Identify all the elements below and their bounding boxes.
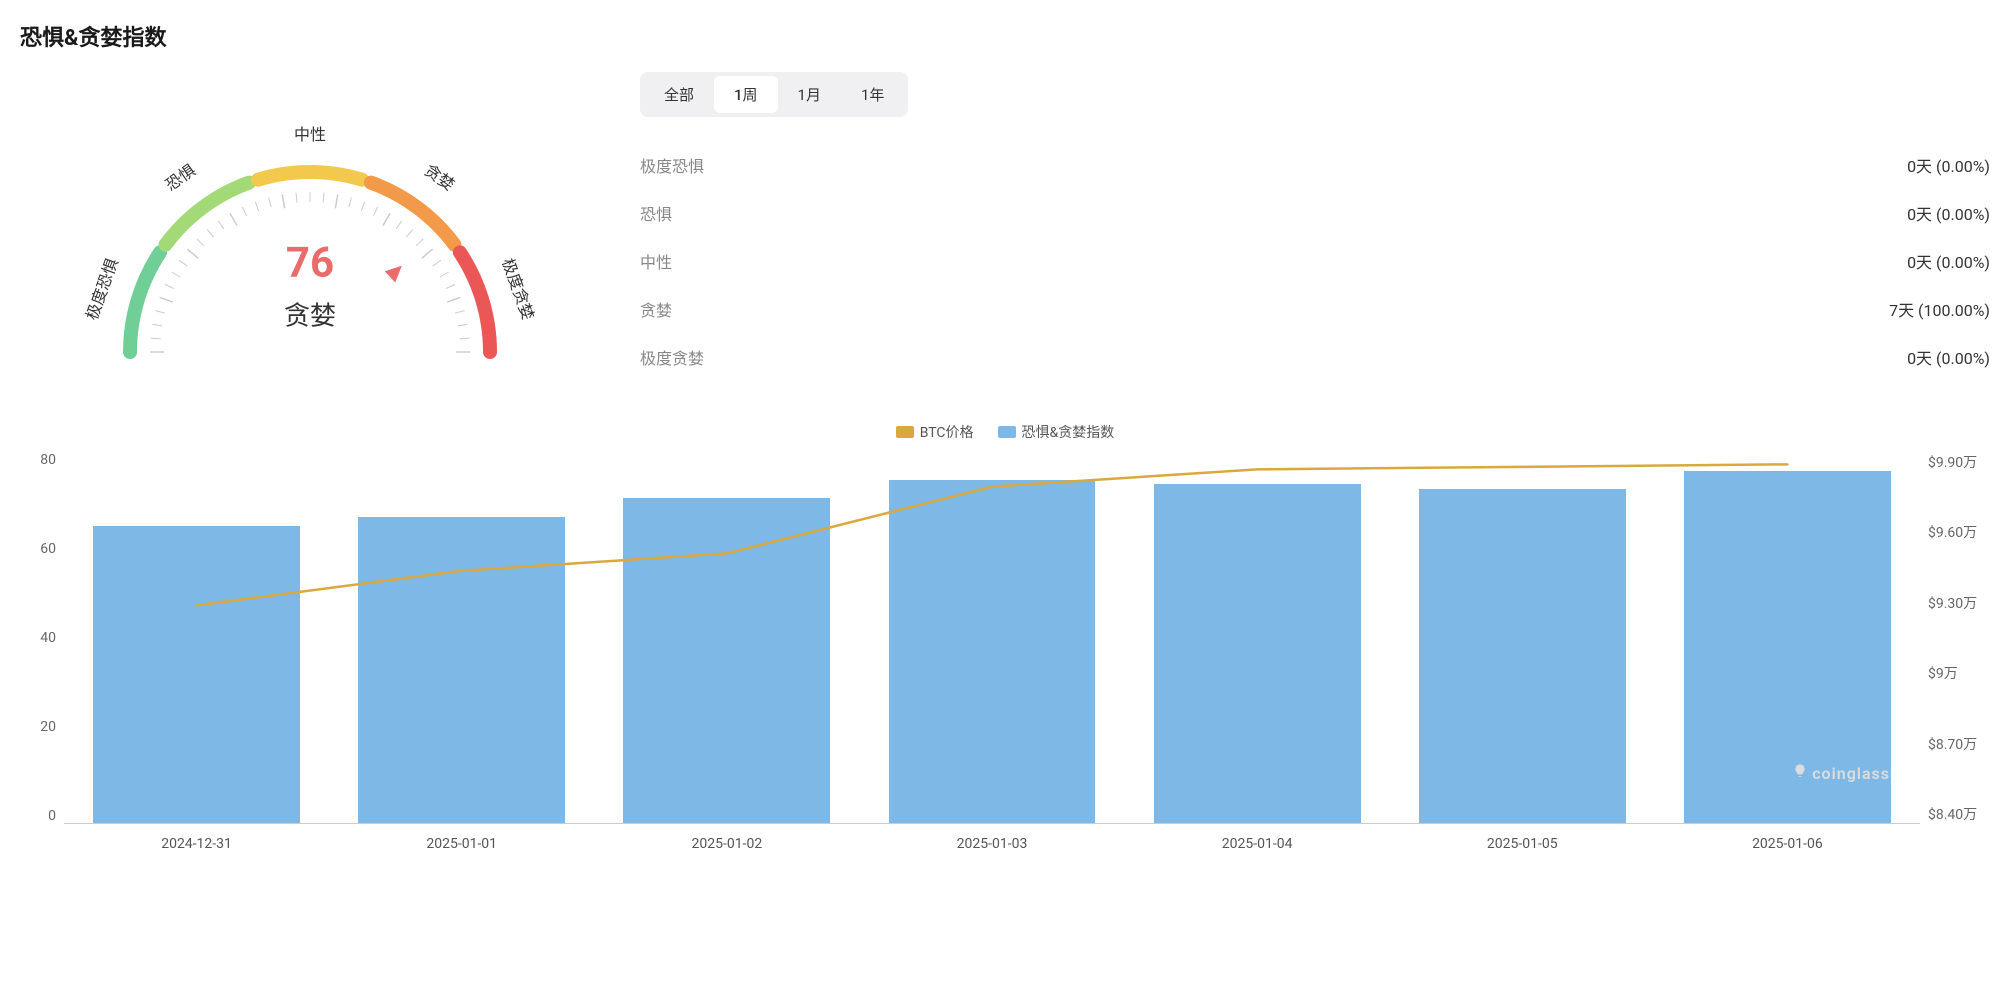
y-left-tick: 80	[20, 452, 56, 468]
bar[interactable]	[93, 526, 300, 823]
y-right-tick: $9.30万	[1928, 593, 1990, 613]
tab-1周[interactable]: 1周	[714, 76, 778, 113]
bar-slot	[64, 452, 329, 823]
svg-text:贪婪: 贪婪	[421, 161, 458, 195]
bar[interactable]	[623, 498, 830, 823]
stats-container: 全部1周1月1年 极度恐惧 0天 (0.00%) 恐惧 0天 (0.00%) 中性 0天 …	[640, 72, 1990, 392]
stat-value: 0天 (0.00%)	[1907, 201, 1990, 225]
y-right-tick: $9.90万	[1928, 452, 1990, 472]
page-title: 恐惧&贪婪指数	[20, 20, 1990, 52]
stat-row: 极度贪婪 0天 (0.00%)	[640, 333, 1990, 381]
stat-label: 贪婪	[640, 297, 672, 321]
bulb-icon	[1792, 763, 1808, 783]
bars-container	[64, 452, 1920, 823]
bar[interactable]	[1154, 484, 1361, 823]
stat-value: 7天 (100.00%)	[1889, 297, 1990, 321]
x-label: 2025-01-03	[859, 836, 1124, 852]
legend-swatch	[998, 426, 1016, 438]
y-right-tick: $8.40万	[1928, 804, 1990, 824]
y-right-tick: $8.70万	[1928, 734, 1990, 754]
bar[interactable]	[1419, 489, 1626, 823]
svg-text:极度贪婪: 极度贪婪	[498, 256, 538, 323]
gauge-value: 76	[284, 239, 336, 288]
bar-slot	[594, 452, 859, 823]
legend-item[interactable]: BTC价格	[896, 422, 974, 442]
y-axis-right: $9.90万 $9.60万 $9.30万 $9万 $8.70万 $8.40万	[1920, 452, 1990, 852]
stat-label: 恐惧	[640, 201, 672, 225]
bar-slot	[1125, 452, 1390, 823]
y-left-tick: 60	[20, 541, 56, 557]
bar-slot	[1390, 452, 1655, 823]
tab-1年[interactable]: 1年	[841, 76, 904, 113]
chart-section: BTC价格恐惧&贪婪指数 806040200 coinglass $9.90万$…	[20, 422, 1990, 852]
y-left-tick: 20	[20, 719, 56, 735]
stats-list: 极度恐惧 0天 (0.00%) 恐惧 0天 (0.00%) 中性 0天 (0.00%) 贪婪…	[640, 141, 1990, 381]
svg-text:中性: 中性	[294, 125, 326, 144]
y-left-tick: 0	[20, 808, 56, 824]
x-label: 2025-01-05	[1390, 836, 1655, 852]
x-label: 2025-01-06	[1655, 836, 1920, 852]
tab-全部[interactable]: 全部	[644, 76, 714, 113]
y-left-tick: 40	[20, 630, 56, 646]
x-axis-labels: 2024-12-312025-01-012025-01-022025-01-03…	[64, 836, 1920, 852]
x-label: 2025-01-04	[1125, 836, 1390, 852]
stat-row: 贪婪 7天 (100.00%)	[640, 285, 1990, 333]
gauge-label: 贪婪	[284, 296, 336, 333]
gauge-center: 76 贪婪	[284, 239, 336, 333]
svg-text:极度恐惧: 极度恐惧	[82, 256, 122, 323]
gauge-container: 极度恐惧恐惧中性贪婪极度贪婪 76 贪婪	[20, 72, 600, 392]
chart-area: 806040200 coinglass $9.90万$9.60万$9.30万$9…	[20, 452, 1990, 852]
y-axis-left: 80 60 40 20 0	[20, 452, 64, 852]
stat-value: 0天 (0.00%)	[1907, 345, 1990, 369]
svg-text:恐惧: 恐惧	[162, 161, 199, 195]
tab-1月[interactable]: 1月	[778, 76, 841, 113]
y-right-tick: $9.60万	[1928, 522, 1990, 542]
stat-value: 0天 (0.00%)	[1907, 249, 1990, 273]
stat-label: 中性	[640, 249, 672, 273]
bar[interactable]	[358, 517, 565, 823]
y-right-tick: $9万	[1928, 663, 1990, 683]
legend-swatch	[896, 426, 914, 438]
x-label: 2025-01-02	[594, 836, 859, 852]
legend-item[interactable]: 恐惧&贪婪指数	[998, 422, 1115, 442]
stat-row: 极度恐惧 0天 (0.00%)	[640, 141, 1990, 189]
bar-slot	[329, 452, 594, 823]
top-section: 极度恐惧恐惧中性贪婪极度贪婪 76 贪婪 全部1周1月1年 极度恐惧0天 (0.…	[20, 72, 1990, 392]
legend-label: 恐惧&贪婪指数	[1022, 422, 1115, 442]
legend-label: BTC价格	[920, 422, 974, 442]
stat-value: 0天 (0.00%)	[1907, 153, 1990, 177]
stat-label: 极度恐惧	[640, 153, 704, 177]
chart-legend: BTC价格 恐惧&贪婪指数	[20, 422, 1990, 442]
stat-row: 中性 0天 (0.00%)	[640, 237, 1990, 285]
watermark-text: coinglass	[1812, 764, 1890, 783]
stat-label: 极度贪婪	[640, 345, 704, 369]
x-label: 2025-01-01	[329, 836, 594, 852]
stat-row: 恐惧 0天 (0.00%)	[640, 189, 1990, 237]
x-label: 2024-12-31	[64, 836, 329, 852]
chart-plot[interactable]: coinglass	[64, 452, 1920, 824]
bar[interactable]	[889, 480, 1096, 823]
bar-slot	[859, 452, 1124, 823]
gauge-svg: 极度恐惧恐惧中性贪婪极度贪婪	[50, 72, 570, 392]
watermark: coinglass	[1792, 763, 1890, 783]
time-range-tabs: 全部1周1月1年	[640, 72, 908, 117]
